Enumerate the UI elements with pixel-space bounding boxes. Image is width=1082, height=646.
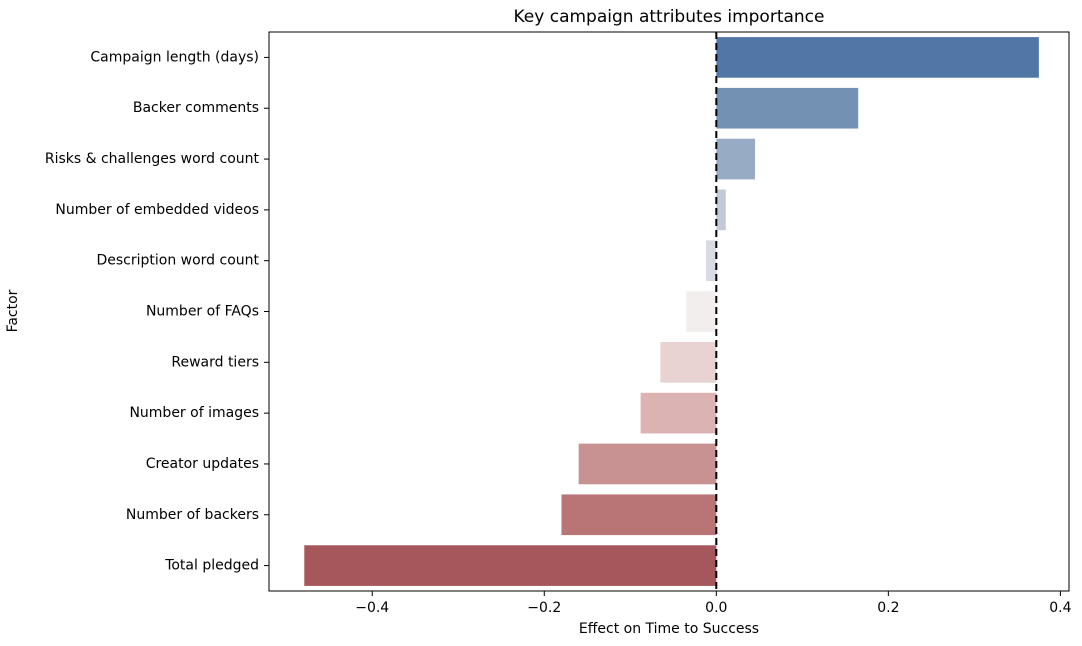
y-tick-label: Number of embedded videos [55, 202, 259, 218]
y-tick-label: Reward tiers [171, 354, 259, 370]
bar [640, 392, 717, 434]
bar [561, 494, 717, 536]
x-tick-layer: −0.4 −0.2 0.0 0.2 0.4 [355, 591, 1072, 616]
chart-title: Key campaign attributes importance [514, 7, 825, 27]
y-tick-label: Description word count [96, 253, 259, 269]
y-tick-label: Number of images [129, 405, 259, 421]
x-axis-title: Effect on Time to Success [579, 621, 759, 637]
x-tick-label: 0.0 [705, 600, 727, 616]
x-tick-label: 0.2 [877, 600, 899, 616]
bars-layer [304, 37, 1039, 586]
y-tick-layer: Campaign length (days) Backer comments Ris… [45, 49, 269, 574]
y-tick-label: Backer comments [133, 100, 259, 116]
y-tick-label: Number of backers [126, 507, 259, 523]
x-tick-label: −0.2 [527, 600, 561, 616]
bar [716, 37, 1039, 78]
y-axis-title: Factor [5, 289, 21, 332]
bar [716, 87, 859, 129]
x-tick-label: 0.4 [1049, 600, 1071, 616]
bar [686, 291, 717, 332]
bar [705, 240, 717, 281]
y-tick-label: Total pledged [164, 558, 259, 574]
y-tick-label: Campaign length (days) [90, 49, 259, 65]
y-tick-label: Creator updates [146, 456, 259, 472]
x-tick-label: −0.4 [355, 600, 389, 616]
bar [716, 138, 756, 180]
y-tick-label: Risks & challenges word count [45, 151, 260, 167]
bar [660, 341, 717, 383]
bar [716, 189, 726, 231]
bar [578, 443, 717, 485]
bar [304, 545, 717, 586]
y-tick-label: Number of FAQs [146, 304, 259, 320]
